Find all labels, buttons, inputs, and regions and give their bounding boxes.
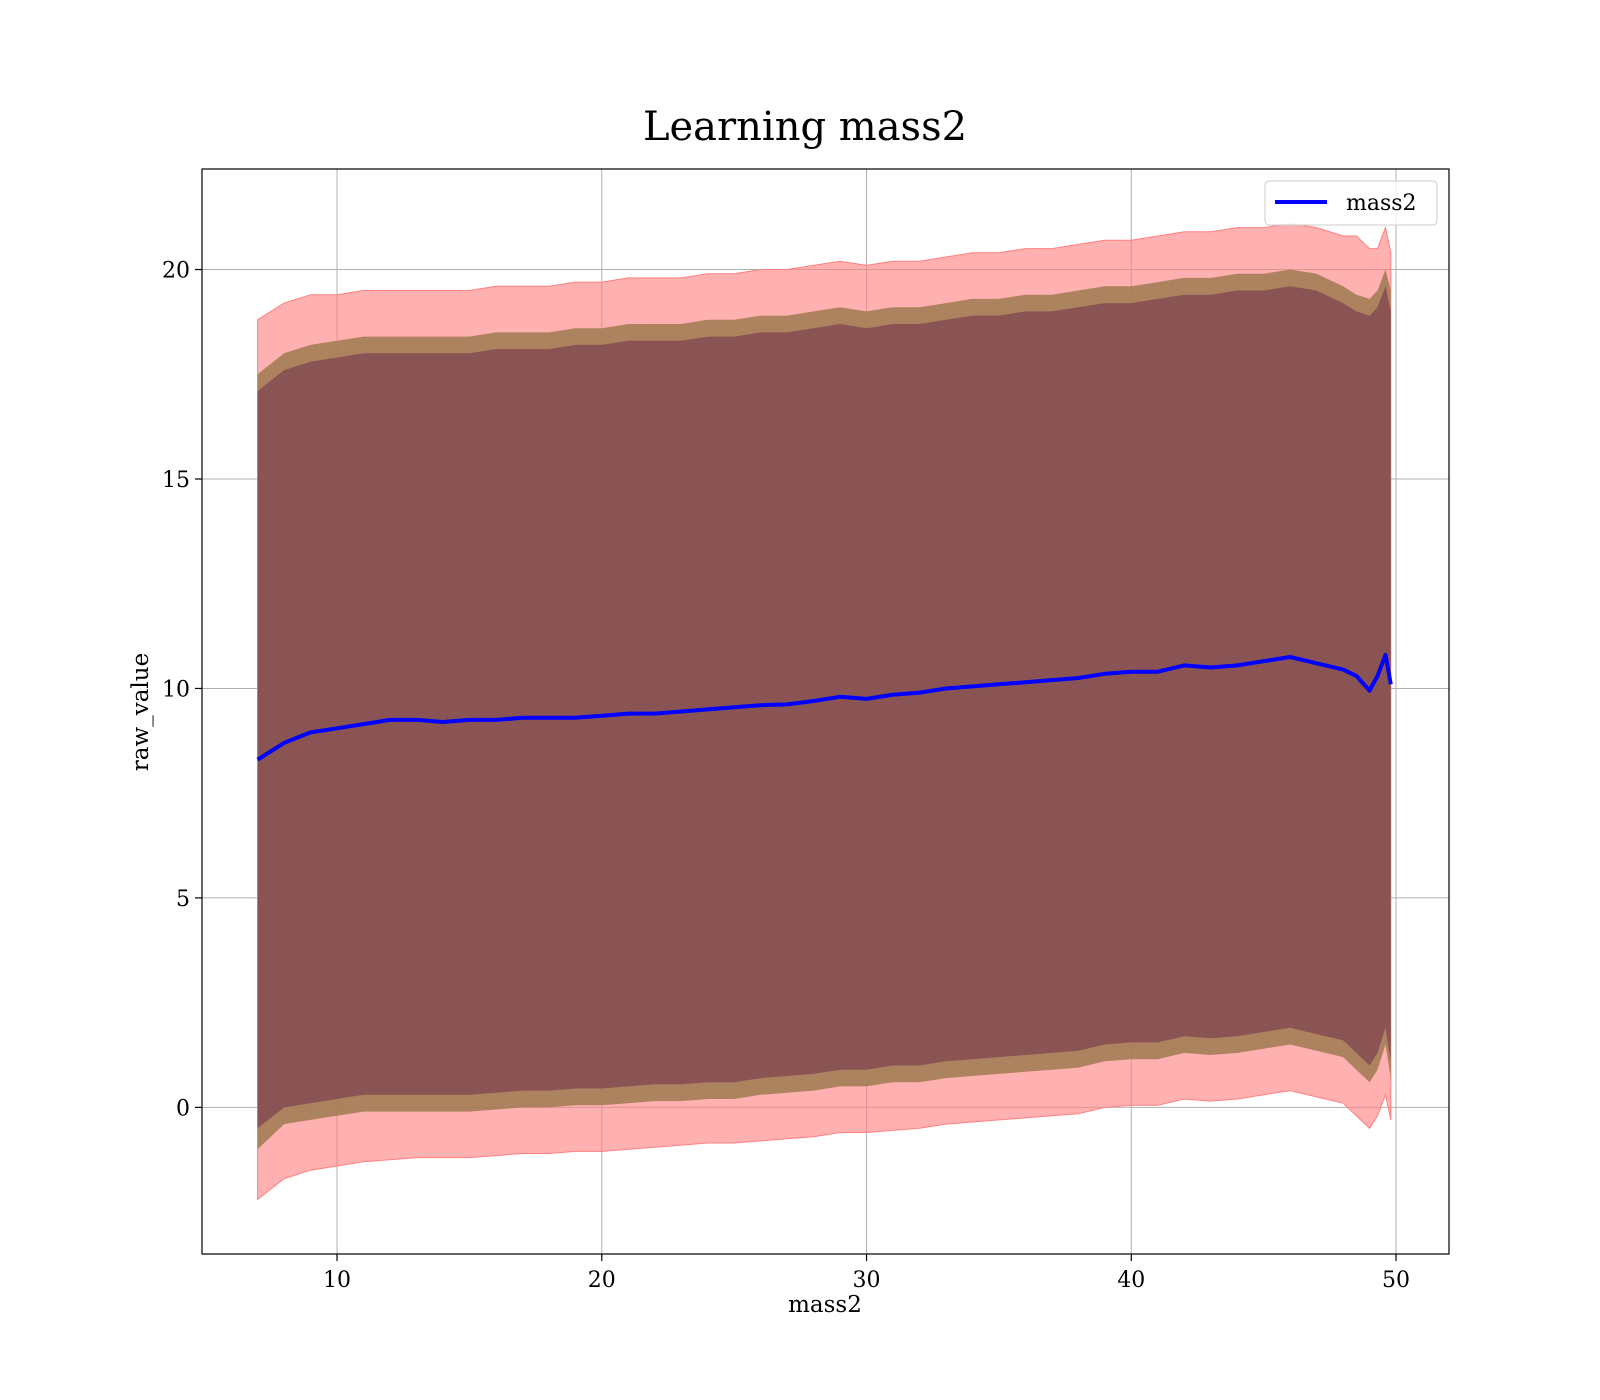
band-layer <box>257 222 1392 1201</box>
legend: mass2 <box>1264 180 1438 226</box>
legend-label-mass2: mass2 <box>1346 191 1417 216</box>
y-tick-label: 0 <box>176 1096 190 1121</box>
y-tick-label: 20 <box>162 259 190 284</box>
x-tick-label: 20 <box>588 1268 616 1293</box>
plot-frame <box>201 168 1450 1255</box>
x-tick-label: 50 <box>1382 1268 1410 1293</box>
y-ticks: 0 5 10 15 20 <box>162 259 202 1121</box>
y-tick-label: 10 <box>162 677 190 702</box>
x-tick-label: 10 <box>323 1268 351 1293</box>
series-line-mass2 <box>256 652 1393 762</box>
band-inner <box>257 286 1391 1129</box>
y-tick-label: 5 <box>176 887 190 912</box>
chart-title: Learning mass2 <box>643 104 967 150</box>
line-layer <box>256 652 1393 762</box>
y-tick-label: 15 <box>162 468 190 493</box>
x-ticks: 10 20 30 40 50 <box>323 1254 1410 1293</box>
x-axis-label: mass2 <box>788 1292 862 1318</box>
legend-box <box>1264 180 1438 226</box>
y-axis-label: raw_value <box>128 653 154 771</box>
x-tick-label: 30 <box>853 1268 881 1293</box>
x-tick-label: 40 <box>1117 1268 1145 1293</box>
